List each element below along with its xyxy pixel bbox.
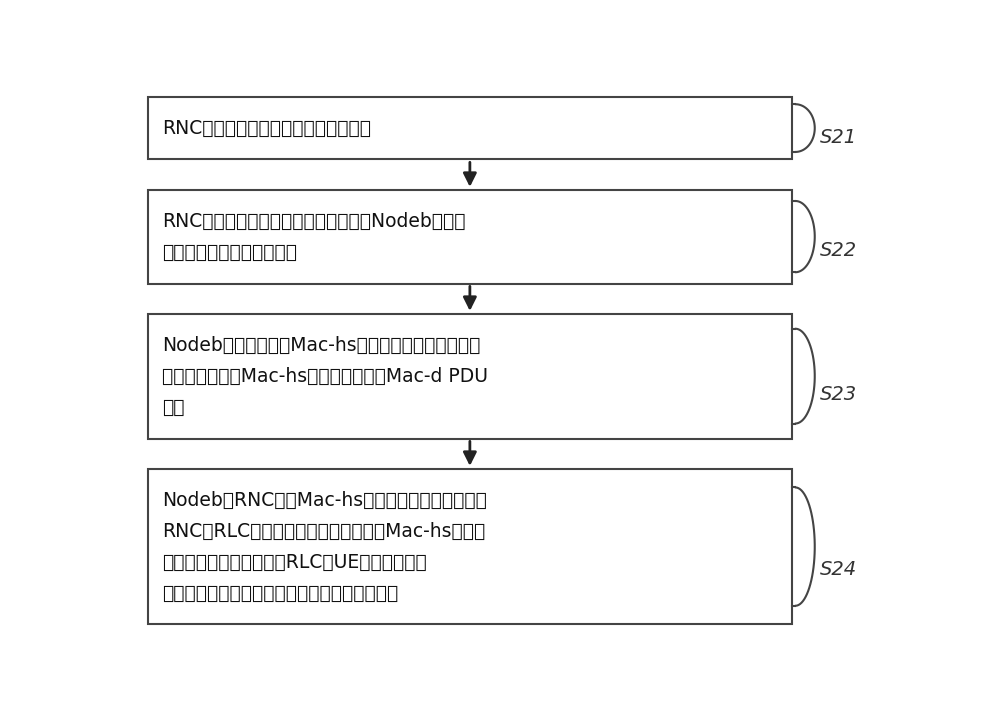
FancyBboxPatch shape — [148, 190, 792, 283]
Text: RNC将各个应用数据流的数据包发送给Nodeb，并携: RNC将各个应用数据流的数据包发送给Nodeb，并携 — [162, 211, 466, 231]
Text: Nodeb根据终端侧的Mac-hs反馈的应答消息更新本地: Nodeb根据终端侧的Mac-hs反馈的应答消息更新本地 — [162, 336, 481, 355]
Text: S22: S22 — [819, 241, 857, 260]
Text: 的发送状态信息和终端侧RLC对UE侧的应答消息: 的发送状态信息和终端侧RLC对UE侧的应答消息 — [162, 553, 427, 572]
Text: 数据库中对应的Mac-hs数据包所包含的Mac-d PDU: 数据库中对应的Mac-hs数据包所包含的Mac-d PDU — [162, 366, 488, 386]
Text: S23: S23 — [819, 386, 857, 404]
Text: 标识: 标识 — [162, 398, 185, 416]
FancyBboxPatch shape — [148, 96, 792, 159]
FancyBboxPatch shape — [148, 313, 792, 438]
Text: RNC为每个应用数据流设置发送优先级: RNC为每个应用数据流设置发送优先级 — [162, 119, 371, 138]
Text: Nodeb向RNC发送Mac-hs数据包的发送状态信息，: Nodeb向RNC发送Mac-hs数据包的发送状态信息， — [162, 491, 487, 510]
Text: S21: S21 — [819, 128, 857, 147]
Text: 、按照预设原则进行无线链路控制层重传处理。: 、按照预设原则进行无线链路控制层重传处理。 — [162, 583, 398, 603]
Text: 带对应数据包的发送优先级: 带对应数据包的发送优先级 — [162, 243, 297, 261]
Text: S24: S24 — [819, 560, 857, 580]
Text: RNC的RLC根据本地数据库保存的各个Mac-hs数据包: RNC的RLC根据本地数据库保存的各个Mac-hs数据包 — [162, 522, 485, 540]
FancyBboxPatch shape — [148, 468, 792, 625]
